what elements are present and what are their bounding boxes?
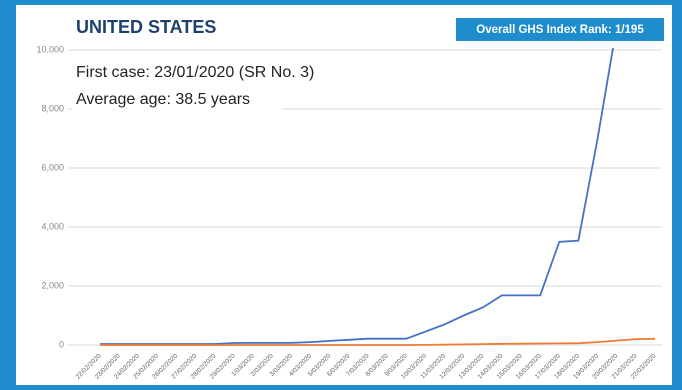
- annotation: Average age: 38.5 years: [76, 91, 250, 108]
- badge-bg: [456, 18, 664, 41]
- annotation-bg: [72, 60, 362, 86]
- y-tick-label: 8,000: [41, 103, 64, 113]
- line-series: [100, 337, 656, 346]
- line-series: [100, 48, 614, 345]
- y-tick-label: 2,000: [41, 280, 64, 290]
- annotation-bg: [72, 87, 282, 113]
- y-tick-label: 0: [59, 339, 64, 349]
- annotation: First case: 23/01/2020 (SR No. 3): [76, 64, 314, 81]
- y-tick-label: 6,000: [41, 162, 64, 172]
- y-tick-label: 10,000: [36, 44, 64, 54]
- badge: Overall GHS Index Rank: 1/195: [476, 24, 644, 36]
- y-tick-label: 4,000: [41, 221, 64, 231]
- chart-title: UNITED STATES: [76, 17, 216, 37]
